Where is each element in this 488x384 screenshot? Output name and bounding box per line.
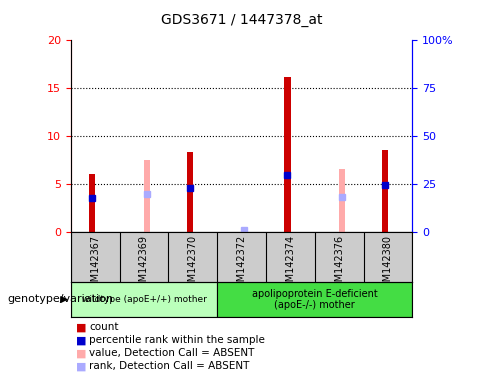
Bar <box>284 77 291 232</box>
Text: wildtype (apoE+/+) mother: wildtype (apoE+/+) mother <box>81 295 206 304</box>
Text: GSM142367: GSM142367 <box>90 235 100 294</box>
Bar <box>144 161 150 232</box>
Bar <box>382 150 388 232</box>
Text: percentile rank within the sample: percentile rank within the sample <box>89 335 265 345</box>
Text: ■: ■ <box>76 322 86 332</box>
Text: GSM142369: GSM142369 <box>139 235 149 294</box>
Bar <box>242 227 248 232</box>
Text: GSM142380: GSM142380 <box>383 235 393 294</box>
Text: GSM142376: GSM142376 <box>334 235 344 294</box>
Text: GSM142370: GSM142370 <box>188 235 198 294</box>
Text: value, Detection Call = ABSENT: value, Detection Call = ABSENT <box>89 348 255 358</box>
Text: ■: ■ <box>76 348 86 358</box>
Bar <box>186 152 193 232</box>
Text: ■: ■ <box>76 335 86 345</box>
Text: apolipoprotein E-deficient
(apoE-/-) mother: apolipoprotein E-deficient (apoE-/-) mot… <box>252 289 378 310</box>
Bar <box>71 282 217 317</box>
Text: ■: ■ <box>76 361 86 371</box>
Text: GSM142374: GSM142374 <box>285 235 295 294</box>
Bar <box>217 282 412 317</box>
Text: GDS3671 / 1447378_at: GDS3671 / 1447378_at <box>161 13 322 27</box>
Text: count: count <box>89 322 119 332</box>
Text: genotype/variation: genotype/variation <box>7 294 113 304</box>
Bar <box>89 174 96 232</box>
Text: GSM142372: GSM142372 <box>237 235 246 294</box>
Bar <box>339 169 345 232</box>
Text: rank, Detection Call = ABSENT: rank, Detection Call = ABSENT <box>89 361 250 371</box>
